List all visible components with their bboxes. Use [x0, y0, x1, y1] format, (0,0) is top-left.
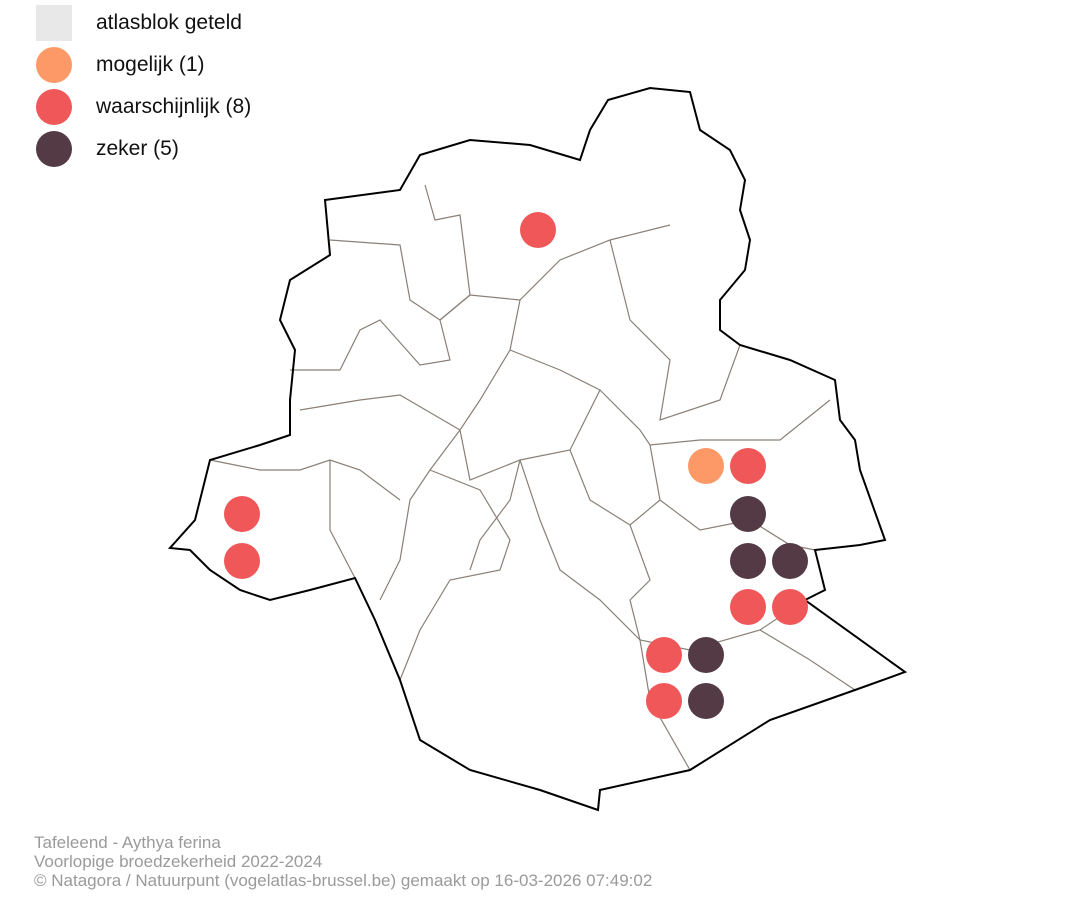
- observation-points: [224, 212, 808, 719]
- municipality-border: [469, 459, 521, 571]
- legend-item-possible: mogelijk (1): [36, 44, 251, 86]
- legend-swatch-circle: [36, 47, 72, 83]
- caption-species: Tafeleend - Aythya ferina: [34, 833, 221, 852]
- legend-label: atlasblok geteld: [96, 11, 242, 34]
- caption-subtitle: Voorlopige broedzekerheid 2022-2024: [34, 852, 323, 871]
- legend-item-counted: atlasblok geteld: [36, 2, 251, 44]
- municipality-border: [329, 224, 671, 321]
- legend-item-certain: zeker (5): [36, 128, 251, 170]
- municipality-border: [459, 299, 601, 481]
- municipality-border: [609, 239, 741, 421]
- municipality-border: [299, 394, 461, 431]
- legend-swatch-circle: [36, 89, 72, 125]
- municipality-border: [519, 459, 806, 651]
- observation-point-certain: [688, 683, 724, 719]
- municipality-border: [290, 294, 471, 371]
- observation-point-probable: [224, 496, 260, 532]
- observation-point-probable: [520, 212, 556, 248]
- municipality-border: [569, 444, 661, 526]
- observation-point-probable: [772, 589, 808, 625]
- observation-point-certain: [772, 543, 808, 579]
- observation-point-probable: [730, 589, 766, 625]
- observation-point-probable: [730, 448, 766, 484]
- legend-label: zeker (5): [96, 137, 179, 160]
- legend-label: waarschijnlijk (8): [96, 95, 252, 118]
- legend-label: mogelijk (1): [96, 53, 205, 76]
- observation-point-probable: [646, 637, 682, 673]
- municipality-border: [209, 459, 401, 501]
- observation-point-possible: [688, 448, 724, 484]
- municipality-border: [379, 429, 461, 601]
- caption: Tafeleend - Aythya ferina Voorlopige bro…: [34, 833, 652, 890]
- region-outline: [167, 86, 908, 812]
- municipality-border: [424, 184, 471, 296]
- observation-point-certain: [730, 496, 766, 532]
- municipality-border: [629, 524, 651, 641]
- caption-credit: © Natagora / Natuurpunt (vogelatlas-brus…: [34, 871, 653, 890]
- legend-item-probable: waarschijnlijk (8): [36, 86, 251, 128]
- legend-swatch-circle: [36, 131, 72, 167]
- observation-point-probable: [646, 683, 682, 719]
- municipality-border: [599, 389, 831, 446]
- legend: atlasblok geteld mogelijk (1) waarschijn…: [36, 2, 251, 170]
- municipality-border: [329, 460, 356, 579]
- municipality-border: [399, 469, 511, 681]
- municipality-border: [759, 629, 856, 691]
- observation-point-probable: [224, 543, 260, 579]
- observation-point-certain: [730, 543, 766, 579]
- legend-swatch-square: [36, 5, 72, 41]
- observation-point-certain: [688, 637, 724, 673]
